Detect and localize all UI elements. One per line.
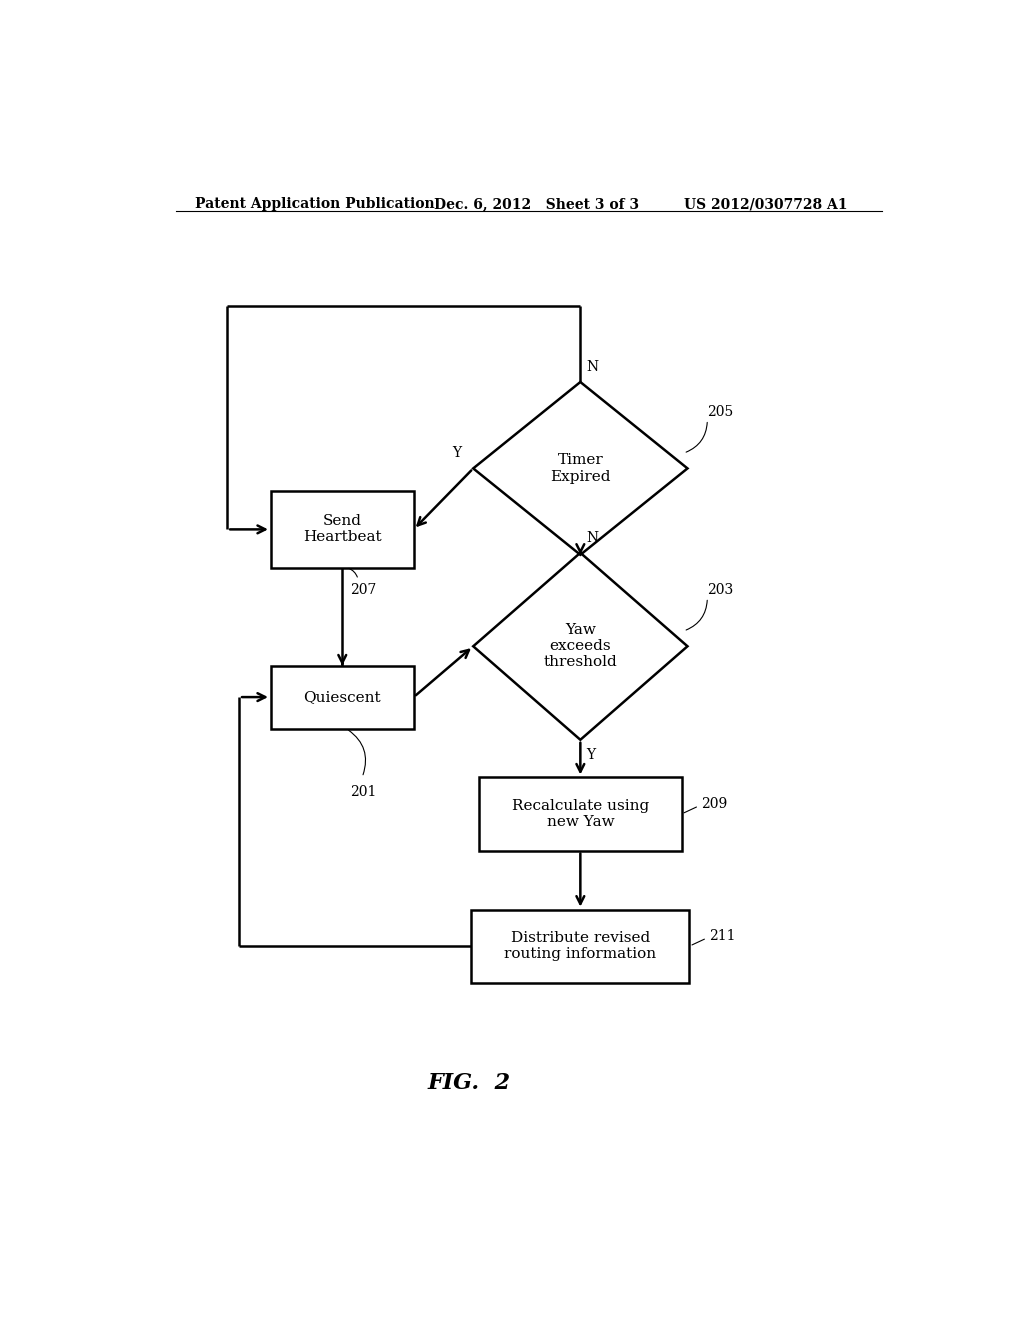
Bar [270, 491, 414, 568]
Bar [270, 665, 414, 729]
Bar [479, 777, 682, 850]
Text: N: N [587, 531, 599, 545]
Text: 201: 201 [350, 784, 377, 799]
Text: Yaw
exceeds
threshold: Yaw exceeds threshold [544, 623, 617, 669]
Text: 209: 209 [701, 797, 728, 810]
Text: 211: 211 [710, 929, 736, 942]
Text: 205: 205 [708, 405, 733, 420]
Text: Y: Y [587, 748, 596, 762]
Text: Recalculate using
new Yaw: Recalculate using new Yaw [512, 799, 649, 829]
Text: Distribute revised
routing information: Distribute revised routing information [504, 931, 656, 961]
Text: US 2012/0307728 A1: US 2012/0307728 A1 [684, 197, 847, 211]
Text: Timer
Expired: Timer Expired [550, 453, 610, 483]
Bar [471, 909, 689, 982]
Text: Send
Heartbeat: Send Heartbeat [303, 515, 382, 544]
Text: Patent Application Publication: Patent Application Publication [196, 197, 435, 211]
Text: Y: Y [453, 446, 461, 461]
Text: FIG.  2: FIG. 2 [428, 1072, 511, 1094]
Text: Dec. 6, 2012   Sheet 3 of 3: Dec. 6, 2012 Sheet 3 of 3 [433, 197, 639, 211]
Text: 207: 207 [350, 582, 377, 597]
Text: Quiescent: Quiescent [303, 690, 381, 704]
Text: 203: 203 [708, 583, 733, 598]
Text: N: N [587, 360, 599, 374]
